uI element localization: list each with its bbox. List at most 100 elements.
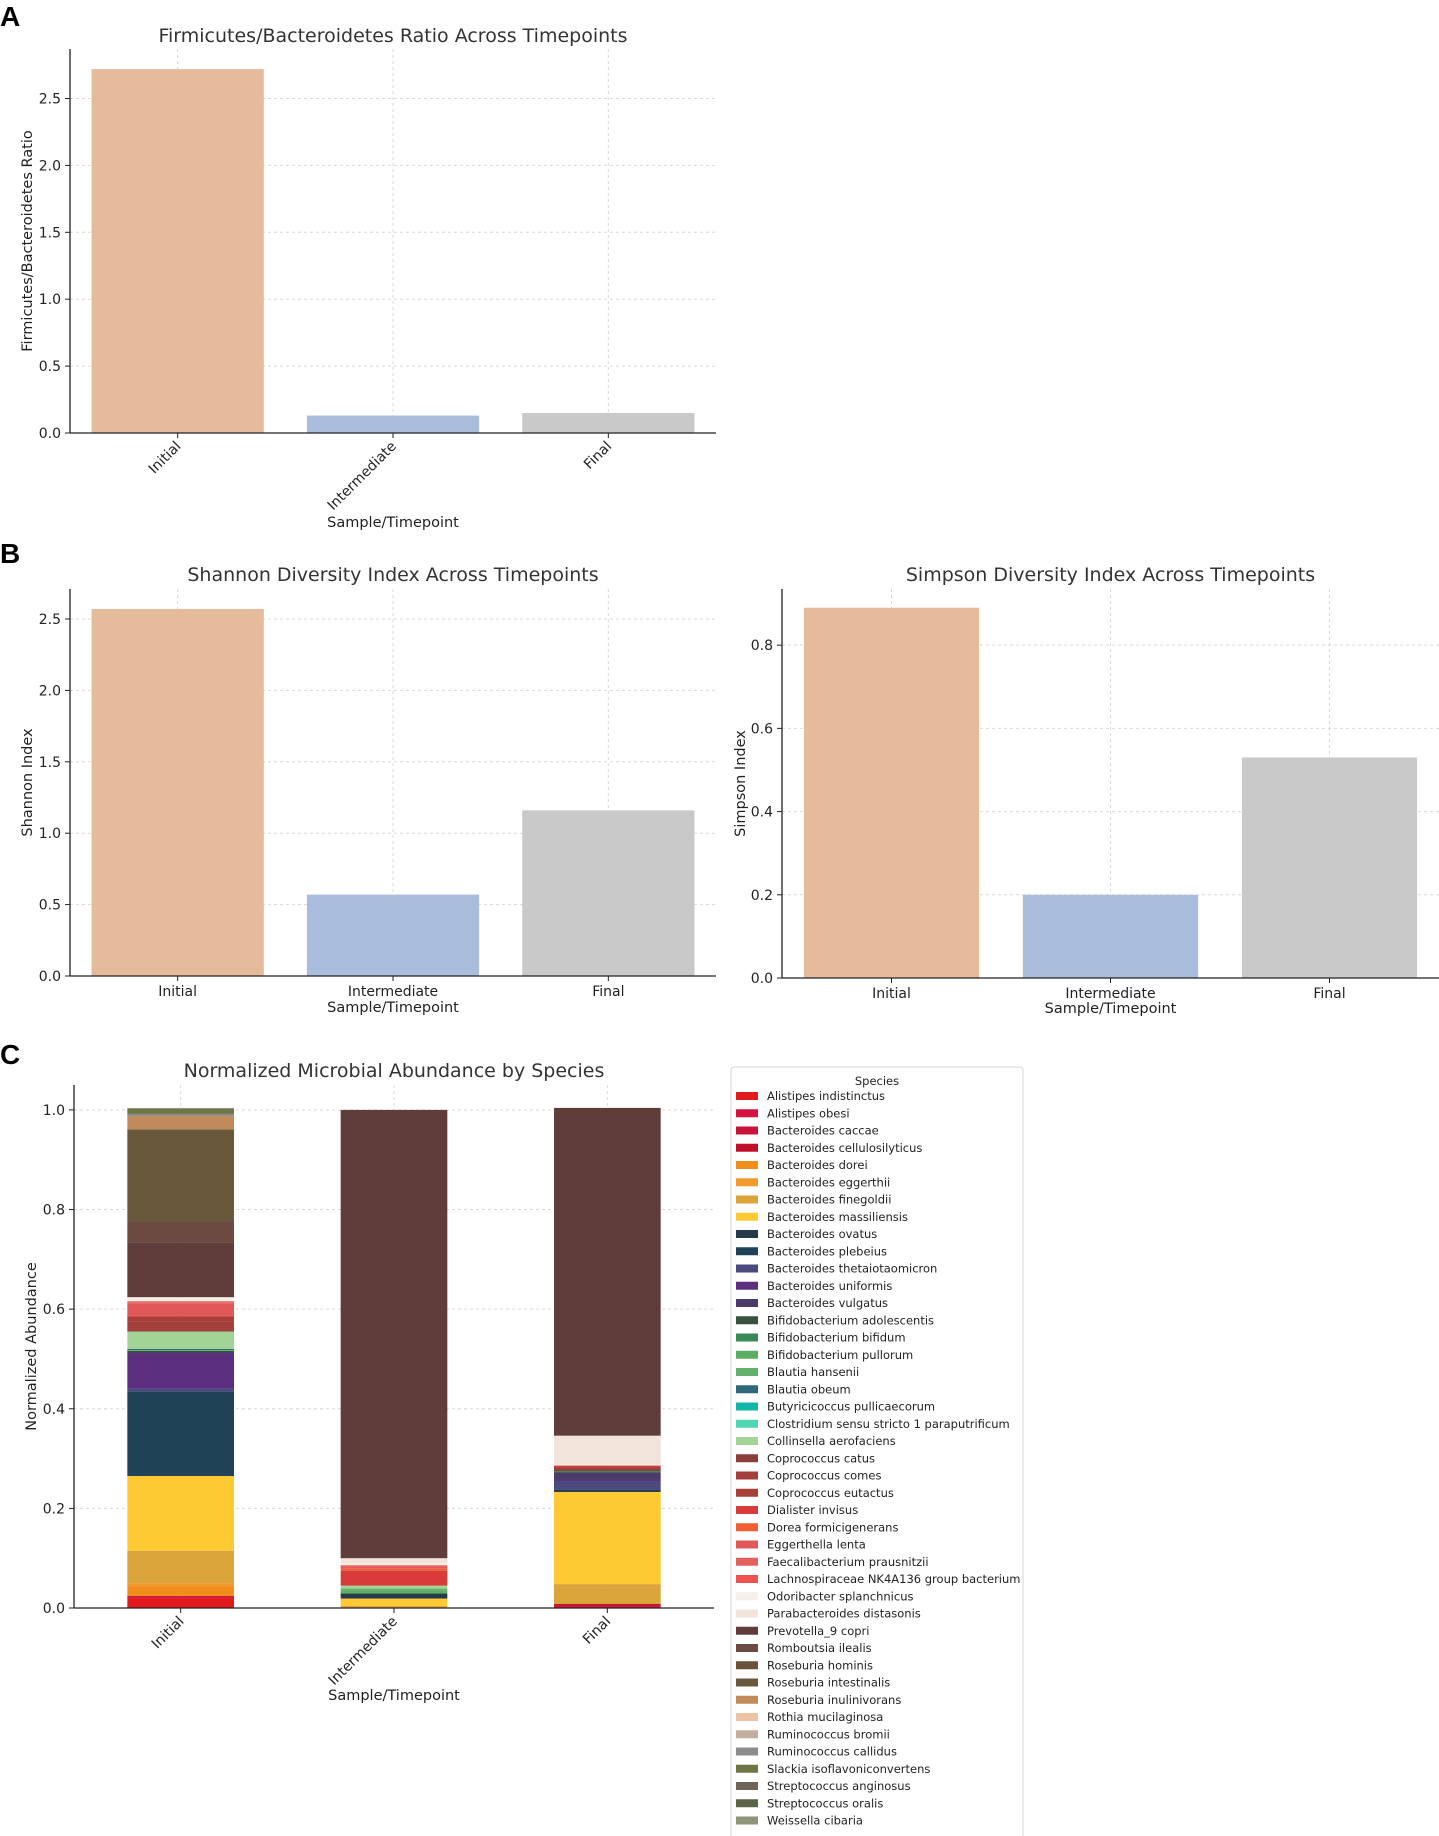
legend-label-bacteroides-uniformis: Bacteroides uniformis: [767, 1279, 892, 1293]
x-tick-label-intermediate: Intermediate: [1065, 986, 1155, 1002]
x-axis-label: Sample/Timepoint: [327, 515, 459, 531]
legend-box: [730, 1066, 1024, 1836]
legend-label-bacteroides-eggerthii: Bacteroides eggerthii: [767, 1175, 890, 1189]
legend-swatch-dorea-formicigenerans: [736, 1523, 758, 1532]
bar-segment-roseburia-intestinalis-initial: [127, 1129, 234, 1222]
bar-segment-weissella-cibaria-initial: [127, 1107, 234, 1109]
legend-swatch-bacteroides-caccae: [736, 1126, 758, 1135]
chart-title: Shannon Diversity Index Across Timepoint…: [187, 564, 598, 586]
y-tick-label: 0.2: [751, 888, 773, 904]
y-tick-label: 1.5: [39, 225, 61, 241]
legend-swatch-bifidobacterium-bifidum: [736, 1333, 758, 1342]
legend-label-roseburia-intestinalis: Roseburia intestinalis: [767, 1676, 890, 1690]
bar-segment-odoribacter-splanchnicus-final: [554, 1464, 661, 1466]
bar-segment-bacteroides-massiliensis-intermediate: [340, 1598, 448, 1607]
y-tick-label: 0.6: [751, 721, 773, 737]
x-axis-label: Sample/Timepoint: [328, 1688, 460, 1704]
bar-segment-romboutsia-ilealis-initial: [127, 1221, 234, 1243]
bar-segment-bifidobacterium-bifidum-final: [554, 1471, 661, 1473]
legend-swatch-streptococcus-oralis: [736, 1799, 758, 1808]
bar-segment-bifidobacterium-pullorum-intermediate: [340, 1590, 448, 1594]
legend-swatch-bacteroides-plebeius: [736, 1247, 758, 1256]
y-tick-label: 0.4: [751, 805, 773, 821]
bar-segment-lachnospiraceae-nk4a136-group-bacterium-intermediate: [340, 1565, 448, 1567]
panel-letter-b: B: [0, 538, 20, 569]
legend-swatch-streptococcus-anginosus: [736, 1782, 758, 1790]
y-tick-label: 0.8: [751, 638, 773, 654]
legend-label-prevotella-9-copri: Prevotella_9 copri: [767, 1624, 869, 1638]
y-tick-label: 2.0: [39, 158, 61, 174]
bar-segment-bacteroides-vulgatus-final: [554, 1472, 661, 1480]
bar-segment-odoribacter-splanchnicus-initial: [127, 1297, 234, 1302]
y-tick-label: 0.0: [43, 1601, 65, 1617]
chart-title: Simpson Diversity Index Across Timepoint…: [906, 564, 1315, 586]
bar-segment-coprococcus-comes-final: [554, 1467, 661, 1470]
legend-swatch-bifidobacterium-pullorum: [736, 1350, 758, 1359]
legend-label-faecalibacterium-prausnitzii: Faecalibacterium prausnitzii: [767, 1555, 929, 1569]
legend-label-coprococcus-comes: Coprococcus comes: [767, 1469, 881, 1483]
x-tick-label-final: Final: [1313, 986, 1345, 1002]
x-tick-label-final: Final: [581, 439, 615, 473]
y-tick-label: 0.0: [39, 426, 61, 442]
bar-segment-faecalibacterium-prausnitzii-initial: [127, 1302, 234, 1304]
shannon-index-chart: Shannon Diversity Index Across Timepoint…: [20, 564, 716, 1016]
panel-letter-a: A: [0, 1, 20, 32]
bar-segment-bacteroides-finegoldii-intermediate: [340, 1606, 448, 1608]
legend-swatch-ruminococcus-callidus: [736, 1747, 758, 1756]
y-tick-label: 2.5: [39, 612, 61, 628]
bar-segment-collinsella-aerofaciens-intermediate: [340, 1585, 448, 1589]
bar-segment-bacteroides-finegoldii-final: [554, 1584, 661, 1605]
legend-swatch-bacteroides-cellulosilyticus: [736, 1143, 758, 1152]
x-axis-label: Sample/Timepoint: [1045, 1001, 1177, 1017]
bar-segment-dorea-formicigenerans-intermediate: [340, 1568, 448, 1571]
legend-swatch-butyricicoccus-pullicaecorum: [736, 1402, 758, 1411]
bar-segment-odoribacter-splanchnicus-intermediate: [340, 1563, 448, 1566]
legend-label-coprococcus-eutactus: Coprococcus eutactus: [767, 1486, 894, 1500]
bar-segment-bacteroides-plebeius-initial: [127, 1391, 234, 1477]
bar-final: [522, 810, 695, 976]
chart-title: Normalized Microbial Abundance by Specie…: [184, 1060, 605, 1082]
legend-swatch-alistipes-indistinctus: [736, 1092, 758, 1100]
bar-segment-bacteroides-massiliensis-initial: [127, 1476, 234, 1551]
legend-swatch-dialister-invisus: [736, 1506, 758, 1514]
bar-initial: [91, 69, 264, 433]
legend-swatch-weissella-cibaria: [736, 1816, 758, 1825]
bar-segment-dialister-invisus-initial: [127, 1315, 234, 1317]
legend-label-weissella-cibaria: Weissella cibaria: [767, 1814, 863, 1828]
y-tick-label: 0.5: [39, 898, 61, 914]
bar-segment-bacteroides-massiliensis-final: [554, 1491, 661, 1585]
legend-swatch-blautia-obeum: [736, 1385, 758, 1394]
legend-swatch-eggerthella-lenta: [736, 1540, 758, 1549]
bar-segment-prevotella-9-copri-intermediate: [340, 1109, 448, 1559]
legend-label-roseburia-hominis: Roseburia hominis: [767, 1658, 873, 1672]
legend-label-alistipes-indistinctus: Alistipes indistinctus: [767, 1089, 885, 1103]
y-tick-label: 1.0: [39, 292, 61, 308]
bar-segment-blautia-obeum-initial: [127, 1348, 234, 1350]
legend-label-bacteroides-massiliensis: Bacteroides massiliensis: [767, 1210, 908, 1224]
bar-segment-coprococcus-comes-initial: [127, 1321, 234, 1331]
y-tick-label: 1.0: [43, 1103, 65, 1119]
legend-swatch-coprococcus-catus: [736, 1454, 758, 1463]
x-tick-label-initial: Initial: [146, 439, 185, 478]
legend-swatch-bacteroides-uniformis: [736, 1281, 758, 1290]
legend-title: Species: [855, 1074, 899, 1088]
bar-initial: [91, 608, 264, 976]
legend-swatch-bifidobacterium-adolescentis: [736, 1316, 758, 1325]
legend-label-ruminococcus-callidus: Ruminococcus callidus: [767, 1745, 897, 1759]
legend-label-bacteroides-ovatus: Bacteroides ovatus: [767, 1227, 877, 1241]
legend-swatch-ruminococcus-bromii: [736, 1730, 758, 1739]
bar-final: [1241, 757, 1418, 978]
y-axis-label: Simpson Index: [733, 730, 749, 837]
chart-title: Firmicutes/Bacteroidetes Ratio Across Ti…: [158, 25, 627, 47]
bar-segment-bacteroides-uniformis-final: [554, 1479, 661, 1481]
y-axis-label: Normalized Abundance: [24, 1262, 40, 1431]
bar-segment-bacteroides-thetaiotaomicron-final: [554, 1480, 661, 1490]
legend-swatch-bacteroides-massiliensis: [736, 1212, 758, 1221]
bar-intermediate: [306, 415, 480, 433]
y-axis-label: Firmicutes/Bacteroidetes Ratio: [20, 130, 36, 352]
y-tick-label: 1.5: [39, 755, 61, 771]
legend-label-ruminococcus-bromii: Ruminococcus bromii: [767, 1727, 890, 1741]
legend-label-odoribacter-splanchnicus: Odoribacter splanchnicus: [767, 1589, 913, 1603]
legend-label-rothia-mucilaginosa: Rothia mucilaginosa: [767, 1710, 883, 1724]
x-tick-label-final: Final: [592, 984, 624, 1000]
